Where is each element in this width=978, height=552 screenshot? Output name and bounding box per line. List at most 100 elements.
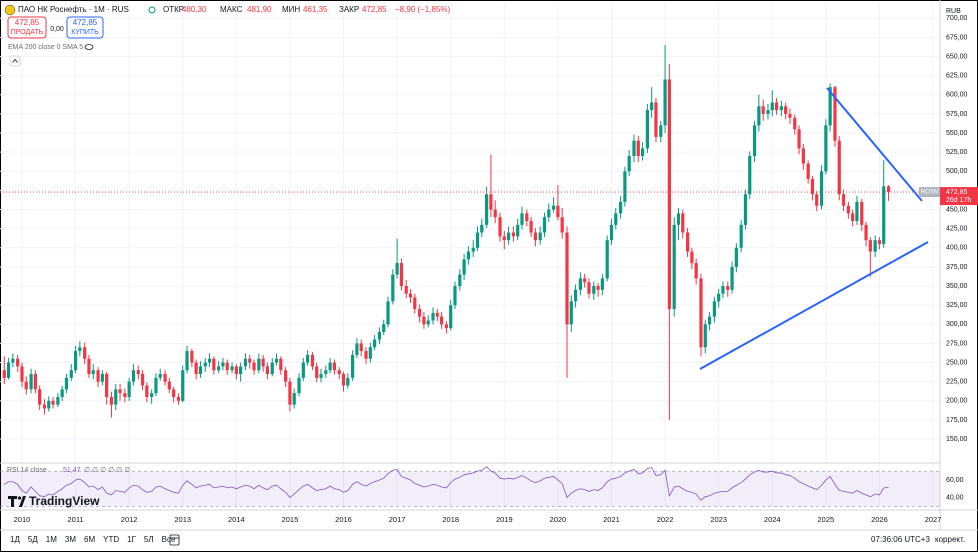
candle-body [654, 102, 658, 137]
candle-body [466, 251, 470, 260]
candle-body [359, 343, 363, 352]
x-tick-label: 2024 [764, 515, 781, 524]
range-button[interactable]: 6М [84, 535, 95, 544]
candle-body [650, 102, 654, 111]
collapse-button[interactable] [9, 55, 21, 67]
candle-body [475, 232, 480, 248]
range-button[interactable]: 3М [65, 535, 76, 544]
candle-body [766, 110, 770, 114]
visibility-icon[interactable] [84, 44, 94, 50]
candle-body [386, 301, 390, 325]
candle-body [60, 389, 64, 397]
candle-body [377, 331, 382, 340]
candle-body [33, 374, 37, 390]
candle-body [190, 351, 194, 363]
range-button[interactable]: 1Д [10, 535, 20, 544]
candle-body [846, 205, 850, 214]
candle-body [301, 362, 305, 378]
candle-body [685, 232, 690, 252]
range-button[interactable]: 5Д [28, 535, 38, 544]
adjust-toggle[interactable]: коррект. [935, 535, 965, 544]
candle-body [498, 217, 502, 237]
x-tick-label: 2010 [14, 515, 31, 524]
candle-body [538, 232, 542, 241]
range-button[interactable]: 5Л [144, 535, 154, 544]
candle-body [391, 274, 395, 302]
candle-body [131, 370, 136, 382]
y-tick-label: 550,00 [946, 130, 968, 137]
rsi-line [4, 466, 889, 501]
candle-body [435, 312, 439, 317]
candle-body [833, 87, 837, 141]
candle-body [123, 393, 127, 397]
candle-body [873, 240, 877, 252]
candle-body [726, 286, 730, 290]
candle-body [609, 224, 614, 241]
candle-body [150, 393, 154, 397]
candle-body [100, 374, 104, 382]
candle-body [578, 278, 582, 290]
candle-body [690, 251, 694, 264]
candle-body [270, 362, 274, 375]
buy-button[interactable] [66, 16, 104, 39]
x-tick-label: 2014 [228, 515, 245, 524]
price-tag-text: 472,85 [946, 189, 968, 196]
candle-body [841, 194, 846, 206]
candle-body [198, 366, 203, 375]
candle-body [511, 232, 516, 237]
candle-body [341, 374, 346, 386]
watermark-logo [8, 496, 26, 507]
candle-body [882, 186, 886, 244]
indicator-legend[interactable]: EMA 200 close 0 SMA 5 [8, 44, 83, 51]
candle-body [770, 102, 774, 111]
range-button[interactable]: 1Г [127, 535, 136, 544]
candle-body [399, 263, 404, 287]
candle-body [158, 374, 162, 378]
candle-body [516, 224, 520, 237]
candle-body [761, 106, 765, 114]
candle-body [114, 389, 118, 405]
candle-body [274, 358, 279, 363]
candle-body [645, 110, 649, 149]
candle-body [552, 205, 556, 210]
low-value: 461,35 [303, 5, 328, 14]
y-tick-label: 300,00 [946, 321, 968, 328]
candle-body [225, 362, 229, 371]
y-tick-label: 525,00 [946, 149, 968, 156]
candle-body [257, 358, 261, 371]
candle-body [29, 374, 33, 390]
candle-body [252, 362, 256, 371]
candle-body [801, 148, 805, 164]
candle-body [337, 370, 341, 375]
candle-body [431, 312, 435, 321]
candle-body [855, 201, 859, 222]
x-tick-label: 2013 [174, 515, 191, 524]
candle-body [24, 381, 28, 390]
candle-body [38, 389, 42, 405]
candle-body [426, 320, 430, 325]
y-tick-label: 675,00 [946, 34, 968, 41]
candle-body [788, 113, 792, 118]
candle-body [288, 381, 292, 405]
range-button[interactable]: Все [162, 535, 176, 544]
range-button[interactable]: YTD [103, 535, 119, 544]
candle-body [51, 400, 55, 405]
candle-body [154, 377, 158, 394]
candle-body [145, 385, 149, 397]
range-button[interactable]: 1М [46, 535, 57, 544]
calendar-button[interactable] [169, 534, 180, 546]
candle-body [810, 178, 815, 195]
candle-body [207, 358, 212, 363]
x-tick-label: 2023 [710, 515, 727, 524]
candle-body [444, 324, 449, 329]
candle-body [489, 194, 493, 210]
candle-body [418, 309, 422, 317]
symbol-title[interactable]: ПАО НК Роснефть · 1M · RUS [18, 5, 129, 14]
candle-body [284, 370, 288, 382]
candle-body [11, 358, 15, 363]
x-tick-label: 2022 [657, 515, 674, 524]
x-tick-label: 2012 [121, 515, 138, 524]
y-tick-label: 400,00 [946, 245, 968, 252]
sell-button[interactable] [7, 16, 47, 39]
clock: 07:36:06 UTC+3 [871, 535, 930, 544]
